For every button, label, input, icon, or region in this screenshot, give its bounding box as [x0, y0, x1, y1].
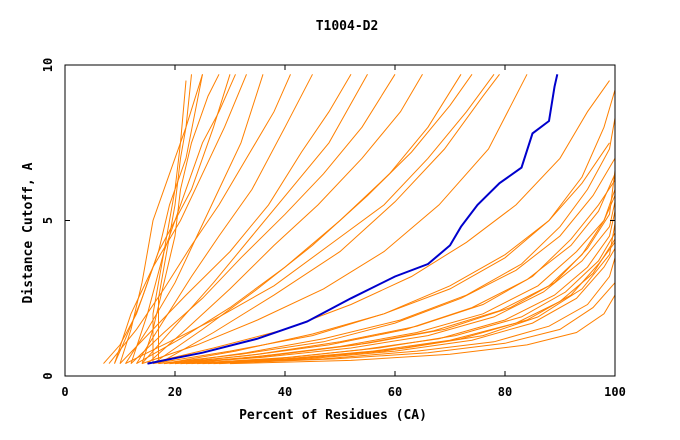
series-line-14 [136, 74, 462, 365]
series-line-1 [152, 80, 187, 364]
series-line-16 [125, 74, 495, 365]
series-layer [103, 73, 616, 365]
series-line-39 [218, 264, 616, 365]
series-line-6 [114, 74, 247, 364]
x-tick-label-100: 100 [604, 385, 626, 399]
series-line-35 [202, 248, 616, 365]
series-line-40 [229, 294, 616, 365]
ticks-layer: 0 20 40 60 80 100 0 5 10 [41, 58, 626, 399]
series-line-21 [147, 80, 610, 365]
x-tick-label-20: 20 [168, 385, 182, 399]
y-tick-label-0: 0 [41, 372, 55, 379]
chart-title: T1004-D2 [316, 19, 379, 34]
y-tick-label-5: 5 [41, 217, 55, 224]
highlighted-series-line [147, 74, 559, 365]
x-tick-label-0: 0 [61, 385, 68, 399]
series-line-13 [147, 74, 423, 364]
series-line-37 [207, 223, 616, 365]
series-line-15 [152, 74, 473, 365]
y-axis-label: Distance Cutoff, A [21, 162, 36, 303]
series-line-33 [191, 232, 616, 365]
series-line-7 [125, 74, 264, 364]
series-line-24 [163, 173, 616, 365]
series-line-23 [158, 158, 616, 365]
series-line-25 [169, 189, 616, 365]
series-line-9 [136, 74, 313, 364]
series-line-8 [108, 74, 291, 364]
series-line-30 [169, 117, 616, 365]
series-line-5 [130, 74, 236, 364]
x-tick-label-40: 40 [278, 385, 292, 399]
series-line-4 [119, 74, 203, 364]
series-line-36 [185, 170, 616, 365]
series-line-38 [213, 257, 616, 365]
series-line-20 [114, 74, 231, 364]
series-line-12 [130, 74, 396, 364]
x-tick-label-60: 60 [388, 385, 402, 399]
series-line-18 [141, 74, 528, 365]
y-tick-label-10: 10 [41, 58, 55, 72]
series-line-29 [174, 179, 616, 365]
series-line-31 [163, 89, 616, 365]
series-line-32 [180, 195, 616, 365]
series-line-10 [119, 74, 352, 364]
x-axis-label: Percent of Residues (CA) [239, 408, 427, 423]
series-line-17 [158, 73, 500, 365]
x-tick-label-80: 80 [498, 385, 512, 399]
series-line-11 [141, 74, 368, 364]
series-line-26 [174, 201, 616, 365]
series-line-2 [158, 74, 192, 364]
